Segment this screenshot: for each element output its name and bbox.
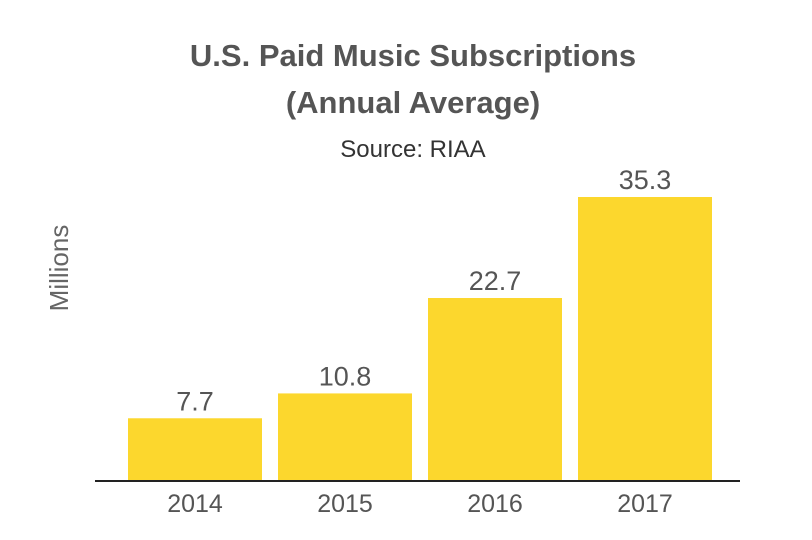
bars-group: 7.7 2014 10.8 2015 22.7 2016 35.3 2017 [128, 165, 712, 518]
data-label-2016: 22.7 [469, 266, 522, 296]
x-tick-label-2016: 2016 [467, 490, 523, 518]
x-tick-label-2014: 2014 [167, 490, 223, 518]
x-tick-label-2015: 2015 [317, 490, 373, 518]
x-tick-label-2017: 2017 [617, 490, 673, 518]
data-label-2017: 35.3 [619, 165, 672, 195]
chart-subtitle: Source: RIAA [340, 136, 485, 163]
chart-title-line-2: (Annual Average) [286, 85, 540, 120]
bar-2014 [128, 418, 262, 480]
bar-2016 [428, 298, 562, 480]
data-label-2015: 10.8 [319, 361, 372, 391]
y-axis-label: Millions [44, 225, 74, 312]
chart-title-line-1: U.S. Paid Music Subscriptions [190, 38, 636, 73]
data-label-2014: 7.7 [176, 386, 214, 416]
bar-2017 [578, 197, 712, 480]
bar-2015 [278, 393, 412, 480]
